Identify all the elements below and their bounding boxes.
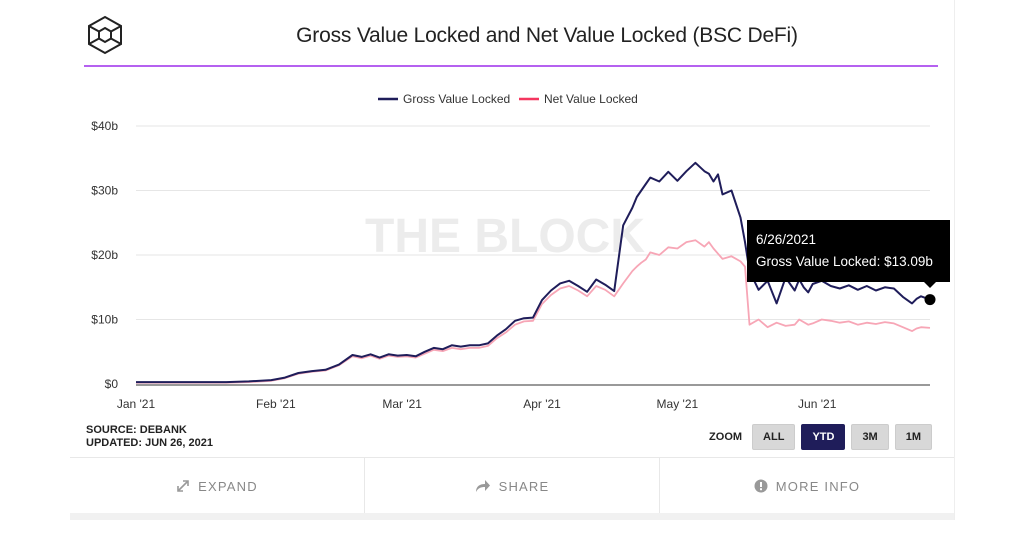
x-tick-label: May '21 (657, 397, 699, 411)
watermark: THE BLOCK (365, 210, 645, 263)
highlight-marker (924, 294, 936, 306)
legend-label[interactable]: Gross Value Locked (403, 92, 510, 106)
the-block-logo-icon (88, 15, 122, 55)
x-tick-label: Jan '21 (117, 397, 156, 411)
x-tick-label: Feb '21 (256, 397, 296, 411)
highlight-point[interactable] (924, 294, 936, 306)
bottom-strip (70, 513, 954, 520)
y-tick-label: $20b (91, 248, 118, 262)
y-tick-label: $30b (91, 184, 118, 198)
y-tick-label: $40b (91, 119, 118, 133)
legend-label[interactable]: Net Value Locked (544, 92, 638, 106)
zoom-controls: ZOOM ALL YTD 3M 1M (709, 424, 932, 450)
x-tick-label: Mar '21 (382, 397, 422, 411)
share-arrow-icon (475, 480, 490, 492)
line-chart: THE BLOCK $0 $10b $20b $30b $40b Jan '21 Feb … (91, 92, 936, 411)
title-divider (84, 65, 938, 67)
tooltip-date: 6/26/2021 (756, 232, 817, 247)
expand-button[interactable]: EXPAND (70, 458, 365, 514)
zoom-1m-button[interactable]: 1M (894, 424, 932, 450)
share-button[interactable]: SHARE (365, 458, 660, 514)
y-axis: $0 $10b $20b $30b $40b (91, 119, 930, 391)
series (136, 161, 931, 384)
zoom-label: ZOOM (709, 431, 743, 443)
tooltip: 6/26/2021 Gross Value Locked: $13.09b (747, 220, 950, 282)
y-tick-label: $0 (105, 377, 119, 391)
action-bar: EXPAND SHARE MORE INFO (70, 457, 954, 514)
zoom-3m-button[interactable]: 3M (851, 424, 889, 450)
zoom-ytd-button[interactable]: YTD (801, 424, 846, 450)
info-circle-icon (754, 479, 768, 493)
series-line-gross-value-locked (136, 161, 931, 384)
source-text: SOURCE: DEBANK (86, 424, 187, 436)
tooltip-value: Gross Value Locked: $13.09b (756, 254, 933, 269)
legend: Gross Value Locked Net Value Locked (378, 92, 638, 106)
more-info-label: MORE INFO (775, 478, 861, 494)
y-tick-label: $10b (91, 313, 118, 327)
zoom-all-button[interactable]: ALL (752, 424, 796, 450)
chart-title: Gross Value Locked and Net Value Locked … (296, 24, 798, 47)
expand-arrows-icon (177, 480, 189, 492)
x-axis: Jan '21 Feb '21 Mar '21 Apr '21 May '21 Jun '… (117, 397, 837, 411)
x-tick-label: Apr '21 (523, 397, 561, 411)
source-info: SOURCE: DEBANK UPDATED: JUN 26, 2021 (86, 424, 213, 450)
updated-text: UPDATED: JUN 26, 2021 (86, 437, 213, 449)
expand-label: EXPAND (198, 478, 258, 494)
share-label: SHARE (498, 478, 550, 494)
series-line-net-value-locked (136, 239, 931, 384)
tooltip-arrow (923, 281, 937, 288)
more-info-button[interactable]: MORE INFO (660, 458, 954, 514)
x-tick-label: Jun '21 (798, 397, 837, 411)
